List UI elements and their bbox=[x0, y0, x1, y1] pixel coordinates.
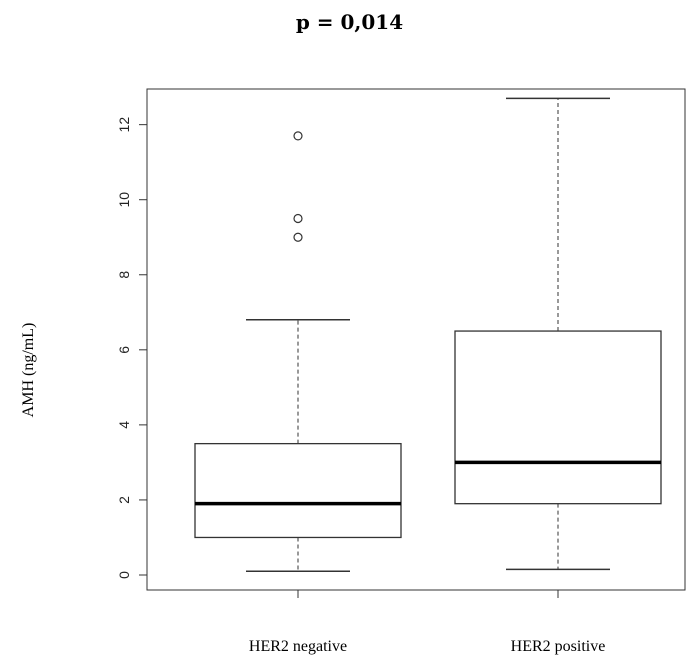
iqr-box bbox=[194, 442, 402, 539]
y-tick-label: 12 bbox=[116, 117, 132, 133]
x-category-label: HER2 positive bbox=[511, 638, 606, 655]
box-1 bbox=[194, 131, 402, 572]
y-tick-label: 6 bbox=[116, 346, 132, 354]
boxes-group bbox=[194, 97, 662, 572]
x-category-label: HER2 negative bbox=[249, 638, 347, 655]
iqr-box bbox=[454, 330, 662, 505]
outlier-point bbox=[293, 213, 303, 224]
x-axis: HER2 negative HER2 positive bbox=[249, 590, 605, 655]
y-tick-label: 4 bbox=[116, 421, 132, 429]
outlier-point bbox=[293, 131, 303, 141]
y-tick-label: 8 bbox=[116, 271, 132, 279]
y-tick-label: 2 bbox=[116, 496, 132, 504]
y-tick-label: 0 bbox=[116, 571, 132, 579]
y-tick-label: 10 bbox=[116, 192, 132, 208]
outlier-point bbox=[293, 232, 303, 242]
chart-title: p = 0,014 bbox=[295, 10, 404, 34]
y-axis: 0 2 4 6 8 10 12 bbox=[116, 117, 148, 579]
box-2 bbox=[454, 97, 662, 571]
